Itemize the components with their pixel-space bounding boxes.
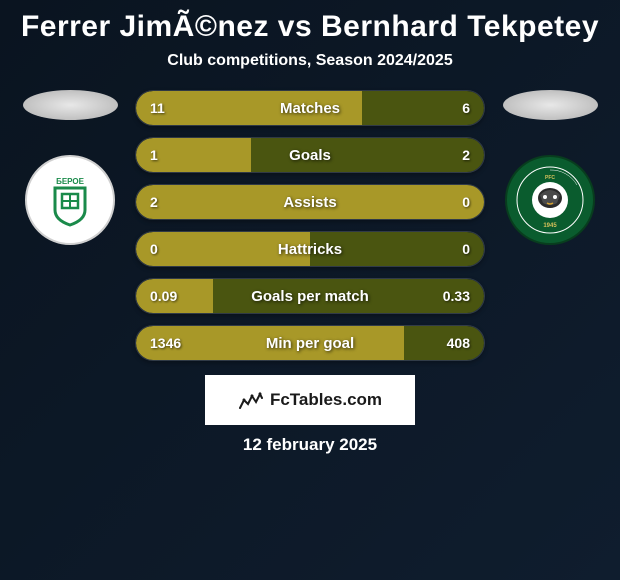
stat-value-left: 11 bbox=[150, 100, 190, 116]
stat-content: 1346 Min per goal 408 bbox=[136, 335, 484, 351]
stat-label: Hattricks bbox=[278, 241, 342, 258]
subtitle: Club competitions, Season 2024/2025 bbox=[0, 52, 620, 70]
stat-value-right: 0 bbox=[430, 241, 470, 257]
stat-bar-hattricks: 0 Hattricks 0 bbox=[135, 231, 485, 267]
svg-text:1945: 1945 bbox=[543, 223, 557, 229]
stat-label: Min per goal bbox=[266, 335, 354, 352]
stat-bar-matches: 11 Matches 6 bbox=[135, 90, 485, 126]
stat-value-left: 1 bbox=[150, 147, 190, 163]
left-player-column: БЕРОЕ bbox=[15, 90, 125, 245]
stat-value-right: 408 bbox=[430, 335, 470, 351]
stat-value-right: 0.33 bbox=[430, 288, 470, 304]
svg-text:БЕРОЕ: БЕРОЕ bbox=[56, 177, 85, 186]
stat-value-left: 0 bbox=[150, 241, 190, 257]
stat-content: 1 Goals 2 bbox=[136, 147, 484, 163]
stat-bar-assists: 2 Assists 0 bbox=[135, 184, 485, 220]
fctables-icon bbox=[238, 390, 264, 410]
stat-label: Assists bbox=[283, 194, 336, 211]
stat-value-right: 2 bbox=[430, 147, 470, 163]
stat-content: 0.09 Goals per match 0.33 bbox=[136, 288, 484, 304]
page-title: Ferrer JimÃ©nez vs Bernhard Tekpetey bbox=[0, 10, 620, 44]
comparison-layout: БЕРОЕ 11 Matches 6 1 Goals 2 2 Assists 0 0 Hattric… bbox=[0, 90, 620, 361]
stat-value-right: 6 bbox=[430, 100, 470, 116]
stat-label: Goals per match bbox=[251, 288, 369, 305]
stat-value-left: 1346 bbox=[150, 335, 190, 351]
club-logo-beroe: БЕРОЕ bbox=[25, 155, 115, 245]
right-player-column: PFC 1945 bbox=[495, 90, 605, 245]
ludogorets-logo-icon: PFC 1945 bbox=[515, 165, 585, 235]
comparison-container: Ferrer JimÃ©nez vs Bernhard Tekpetey Clu… bbox=[0, 0, 620, 455]
beroe-shield-icon: БЕРОЕ bbox=[40, 170, 100, 230]
club-logo-ludogorets: PFC 1945 bbox=[505, 155, 595, 245]
stat-bar-goals-per-match: 0.09 Goals per match 0.33 bbox=[135, 278, 485, 314]
stat-label: Matches bbox=[280, 100, 340, 117]
stat-value-right: 0 bbox=[430, 194, 470, 210]
stat-label: Goals bbox=[289, 147, 331, 164]
stat-content: 0 Hattricks 0 bbox=[136, 241, 484, 257]
player-right-avatar bbox=[503, 90, 598, 120]
stat-content: 2 Assists 0 bbox=[136, 194, 484, 210]
date-text: 12 february 2025 bbox=[0, 435, 620, 455]
stat-bar-min-per-goal: 1346 Min per goal 408 bbox=[135, 325, 485, 361]
stat-bar-goals: 1 Goals 2 bbox=[135, 137, 485, 173]
stat-value-left: 0.09 bbox=[150, 288, 190, 304]
stat-content: 11 Matches 6 bbox=[136, 100, 484, 116]
player-left-avatar bbox=[23, 90, 118, 120]
fctables-label: FcTables.com bbox=[270, 390, 382, 410]
stat-value-left: 2 bbox=[150, 194, 190, 210]
stats-column: 11 Matches 6 1 Goals 2 2 Assists 0 0 Hattricks 0 0.0… bbox=[135, 90, 485, 361]
svg-text:PFC: PFC bbox=[545, 175, 555, 181]
fctables-badge[interactable]: FcTables.com bbox=[205, 375, 415, 425]
